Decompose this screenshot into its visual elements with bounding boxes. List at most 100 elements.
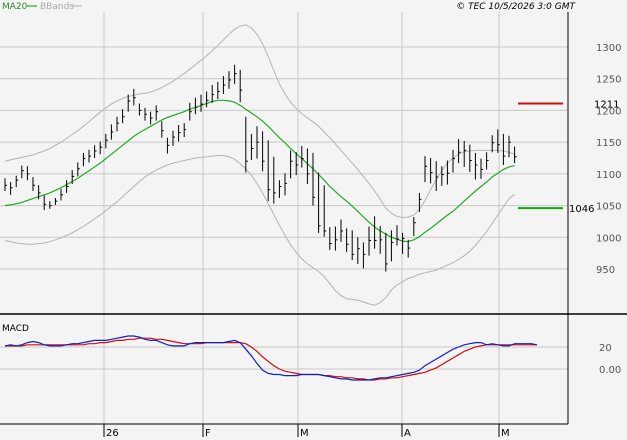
price-bar [172, 130, 175, 146]
price-bar [66, 180, 69, 193]
price-bar [200, 94, 203, 112]
price-bar [206, 91, 209, 108]
price-bar [82, 152, 86, 167]
price-bar [290, 150, 293, 179]
price-bar [301, 145, 304, 168]
x-tick-label: M [501, 428, 510, 439]
price-bar [54, 197, 58, 205]
price-bar [21, 165, 24, 179]
price-bar [463, 140, 467, 167]
price-y-tick-label: 1300 [596, 43, 621, 54]
price-bar [334, 226, 338, 251]
price-bar [38, 185, 41, 200]
legend-ma20: MA20 [2, 2, 28, 12]
price-bar [362, 242, 366, 269]
price-bar [357, 237, 360, 264]
price-bar [15, 175, 19, 188]
x-tick-label: A [404, 428, 411, 439]
price-bar [4, 178, 7, 191]
price-y-tick-label: 1200 [596, 106, 621, 117]
x-tick-label: 26 [106, 428, 119, 439]
price-bar [390, 230, 394, 262]
price-bar [435, 161, 439, 191]
x-tick-labels: 26 F M A M [106, 428, 510, 439]
price-bar [441, 166, 444, 186]
price-y-tick-label: 1000 [596, 233, 621, 244]
price-bar [284, 173, 287, 196]
bband-upper [4, 24, 515, 219]
price-y-tick-label: 1050 [596, 202, 621, 213]
price-bar [368, 226, 371, 256]
price-bar [514, 146, 517, 164]
price-bar [138, 103, 142, 116]
price-bar [155, 105, 159, 121]
price-bar [133, 88, 136, 106]
price-bars [4, 64, 517, 272]
price-bar [10, 182, 13, 195]
price-bar [424, 156, 427, 183]
price-bar [278, 180, 282, 198]
price-bar [262, 131, 265, 172]
price-bar [194, 97, 198, 115]
price-bar [94, 145, 97, 158]
price-bar [486, 152, 489, 170]
macd-grid [0, 346, 568, 370]
price-bar [480, 158, 483, 179]
price-bar [222, 76, 226, 94]
price-bar [346, 228, 349, 252]
ma20-path [4, 99, 515, 243]
macd-title: MACD [2, 324, 29, 334]
price-bar [340, 219, 343, 242]
price-bar [295, 152, 299, 176]
price-bar [446, 160, 450, 185]
price-bar [32, 177, 35, 191]
macd-lines [4, 335, 538, 381]
price-bar [71, 170, 75, 185]
price-bar [116, 116, 119, 132]
price-bar [122, 109, 125, 124]
price-bar [267, 140, 271, 202]
macd-y-tick-label: 20 [599, 343, 612, 354]
x-grid [103, 12, 500, 437]
bband-lower [4, 155, 515, 306]
price-bar [374, 216, 377, 249]
price-bar [88, 149, 91, 163]
price-bar [110, 124, 114, 140]
legend-bbands: BBands [40, 2, 74, 12]
copyright: © TEC 10/5/2026 3:0 GMT [456, 2, 576, 12]
price-bar [379, 225, 383, 254]
x-tick-label: F [205, 428, 211, 439]
price-bar [150, 111, 153, 125]
price-y-tick-label: 1100 [596, 170, 621, 181]
resistance-label: 1211 [594, 99, 619, 110]
price-bar [239, 69, 243, 103]
price-bar [469, 144, 472, 172]
price-bar [189, 102, 192, 121]
macd-path [4, 335, 538, 381]
price-bar [318, 172, 321, 233]
price-bar [452, 149, 455, 173]
price-bar [491, 135, 495, 153]
price-bar [329, 227, 332, 250]
price-bar [105, 133, 108, 149]
price-bar [508, 135, 511, 158]
price-bar [178, 125, 181, 142]
signal-path [5, 337, 537, 381]
x-tick-label: M [300, 428, 309, 439]
price-bar [502, 133, 506, 165]
price-bar [351, 230, 355, 261]
price-bar [407, 239, 411, 258]
price-bar [306, 148, 310, 185]
price-y-tick-label: 1250 [596, 75, 621, 86]
price-bar [183, 123, 187, 138]
price-bar [458, 138, 461, 164]
price-bar [256, 126, 259, 159]
price-bar [474, 152, 478, 180]
price-bar [413, 216, 416, 237]
price-bar [217, 81, 220, 100]
price-bar [402, 232, 405, 254]
price-bar [49, 201, 52, 209]
price-bar [418, 192, 422, 212]
macd-y-tick-labels: 0.00 20 [599, 343, 621, 376]
